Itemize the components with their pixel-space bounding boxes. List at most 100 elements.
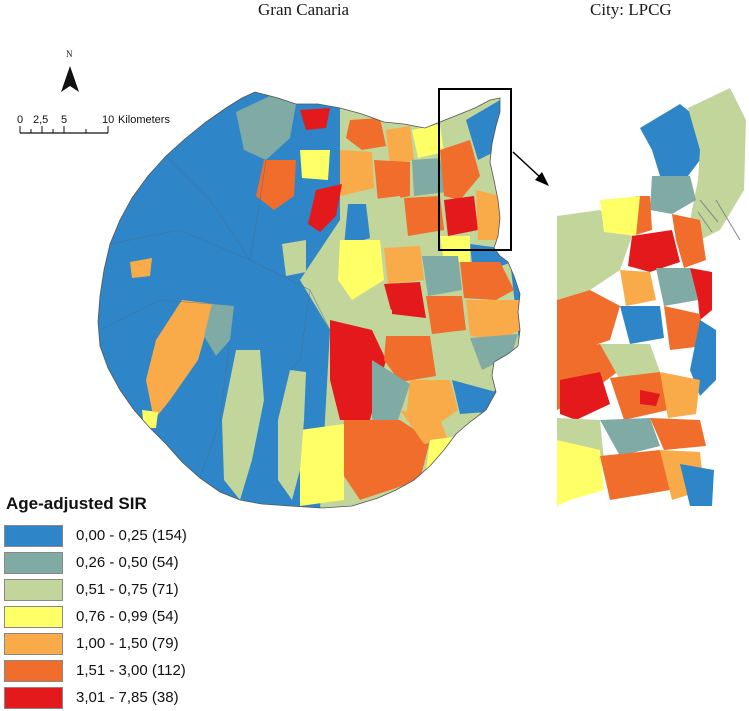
- legend-swatch: [4, 551, 63, 574]
- legend-item: 0,51 - 0,75 (71): [4, 576, 187, 603]
- gran-canaria-island: [97, 91, 521, 509]
- region: [384, 336, 436, 382]
- region: [300, 150, 330, 180]
- region: [338, 240, 384, 300]
- region: [278, 370, 306, 500]
- scale-tick-1: 2,5: [33, 114, 48, 126]
- region: [628, 230, 680, 272]
- region: [600, 344, 660, 380]
- region: [476, 190, 504, 240]
- region: [610, 372, 668, 420]
- legend-label: 1,00 - 1,50 (79): [76, 635, 179, 652]
- region: [346, 118, 386, 150]
- region: [412, 124, 444, 158]
- scale-bar: 0 2,5 5 10 Kilometers: [17, 114, 170, 134]
- region: [444, 196, 478, 236]
- region: [130, 258, 152, 278]
- scale-tick-3: 10: [102, 114, 114, 126]
- legend-item: 1,51 - 3,00 (112): [4, 657, 187, 684]
- legend-label: 3,01 - 7,85 (38): [76, 689, 179, 706]
- legend-label: 0,51 - 0,75 (71): [76, 581, 179, 598]
- north-letter: N: [66, 49, 73, 59]
- region: [374, 160, 410, 202]
- region: [422, 256, 462, 296]
- region: [664, 306, 704, 350]
- region: [656, 268, 698, 306]
- region: [690, 320, 716, 396]
- region: [142, 410, 158, 428]
- legend-label: 1,51 - 3,00 (112): [76, 662, 186, 679]
- north-arrow: N: [61, 49, 79, 92]
- region: [680, 464, 714, 506]
- region: [620, 270, 656, 306]
- region: [300, 424, 344, 506]
- city-highlight-box: [438, 88, 512, 251]
- scale-tick-2: 5: [61, 114, 67, 126]
- region: [600, 196, 640, 236]
- region: [400, 410, 448, 444]
- city-inset-map: [557, 88, 748, 506]
- region: [640, 104, 700, 176]
- region: [282, 240, 306, 276]
- legend-item: 0,26 - 0,50 (54): [4, 549, 187, 576]
- region: [236, 96, 296, 160]
- region: [690, 268, 712, 320]
- region: [360, 300, 392, 338]
- legend-label: 0,76 - 0,99 (54): [76, 608, 179, 625]
- north-arrow-icon: [61, 66, 79, 92]
- region: [384, 282, 426, 318]
- legend-label: 0,26 - 0,50 (54): [76, 554, 179, 571]
- legend-item: 1,00 - 1,50 (79): [4, 630, 187, 657]
- legend: Age-adjusted SIR 0,00 - 0,25 (154) 0,26 …: [4, 494, 187, 711]
- region: [300, 108, 330, 130]
- region: [640, 390, 660, 406]
- region: [386, 126, 414, 166]
- legend-item: 3,01 - 7,85 (38): [4, 684, 187, 711]
- region: [466, 300, 520, 340]
- region: [672, 214, 706, 268]
- legend-swatch: [4, 578, 63, 601]
- legend-item: 0,00 - 0,25 (154): [4, 522, 187, 549]
- region: [452, 380, 496, 414]
- region: [412, 158, 446, 196]
- region: [308, 184, 342, 232]
- pointer-arrow-head: [535, 172, 549, 186]
- map-title: Gran Canaria: [258, 0, 350, 19]
- legend-swatch: [4, 524, 63, 547]
- region: [440, 140, 480, 200]
- region: [404, 196, 444, 236]
- region: [620, 306, 664, 344]
- region: [650, 176, 696, 214]
- region: [340, 150, 374, 196]
- region: [222, 350, 264, 500]
- region: [600, 418, 660, 456]
- region: [204, 304, 234, 356]
- scale-tick-0: 0: [17, 114, 23, 126]
- region: [372, 360, 410, 420]
- region: [256, 160, 296, 210]
- inset-title: City: LPCG: [590, 0, 672, 19]
- region: [660, 372, 700, 418]
- region: [344, 204, 370, 246]
- legend-swatch: [4, 686, 63, 709]
- region: [650, 418, 706, 450]
- legend-swatch: [4, 659, 63, 682]
- region: [557, 440, 604, 506]
- region: [436, 334, 482, 380]
- scale-unit: Kilometers: [118, 114, 170, 126]
- legend-label: 0,00 - 0,25 (154): [76, 527, 187, 544]
- region: [426, 296, 466, 334]
- pointer-arrow-line: [512, 151, 542, 179]
- legend-swatch: [4, 605, 63, 628]
- legend-item: 0,76 - 0,99 (54): [4, 603, 187, 630]
- legend-swatch: [4, 632, 63, 655]
- legend-title: Age-adjusted SIR: [6, 494, 147, 513]
- region: [688, 88, 746, 240]
- region: [340, 420, 430, 500]
- region: [600, 450, 670, 500]
- region: [384, 246, 424, 284]
- region: [366, 196, 404, 236]
- region: [560, 372, 610, 420]
- region: [460, 262, 514, 300]
